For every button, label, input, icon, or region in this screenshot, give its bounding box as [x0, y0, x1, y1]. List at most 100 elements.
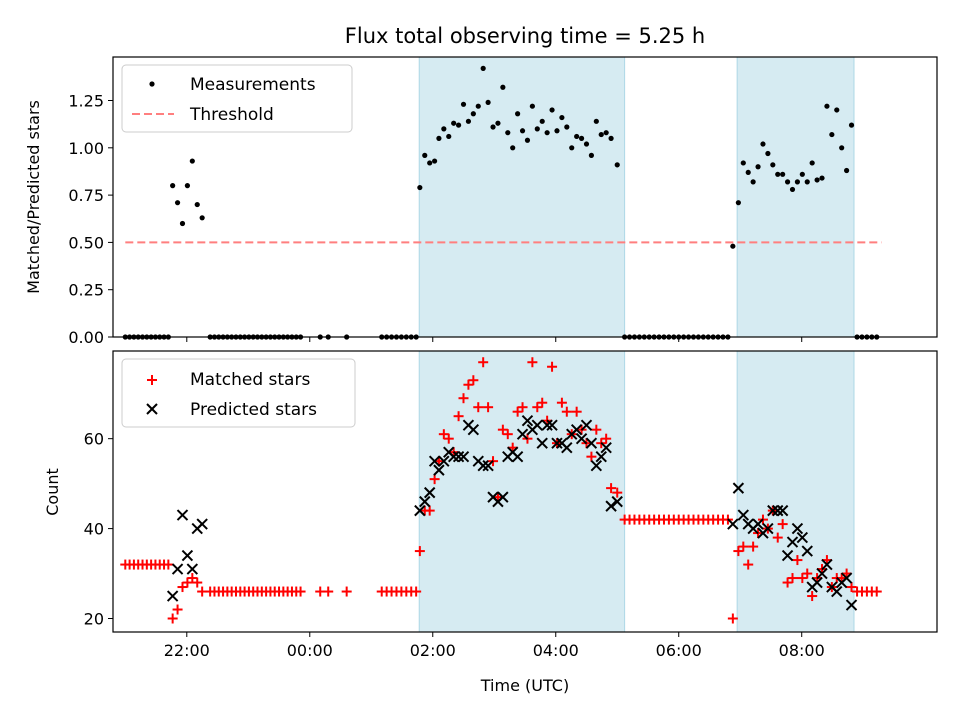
matched-star-point-138: [846, 582, 857, 593]
measurement-point-55: [436, 135, 442, 141]
matched-star-point-57: [443, 433, 454, 444]
matched-star-point-76: [537, 397, 548, 408]
matched-star-point-68: [497, 424, 508, 435]
observing-window-1: [418, 350, 626, 633]
counts-panel: 22:00 00:00 02:00 04:00 06:00 08:00 20 40 60 Co…: [43, 350, 938, 695]
measurement-point-89: [603, 130, 609, 136]
predicted-star-point-63: [801, 545, 813, 557]
measurement-point-137: [844, 167, 850, 174]
measurement-point-64: [480, 65, 486, 71]
measurement-point-76: [539, 118, 545, 124]
measurement-point-131: [814, 177, 820, 183]
matched-star-point-89: [601, 433, 612, 444]
measurement-point-12: [174, 200, 181, 206]
ratio-legend: Measurements Threshold: [121, 64, 353, 133]
measurement-point-51: [417, 184, 423, 191]
predicted-star-point-48: [727, 518, 739, 530]
measurement-point-120: [760, 141, 766, 147]
predicted-star-point-41: [580, 419, 593, 431]
ratio-panel-frame: [112, 56, 938, 338]
matched-star-point-59: [453, 411, 464, 422]
matched-star-point-83: [571, 406, 582, 417]
predicted-star-point-33: [541, 419, 553, 431]
matched-star-point-51: [414, 546, 425, 557]
predicted-star-point-57: [772, 504, 784, 517]
observing-windows-top: [418, 56, 855, 338]
predicted-star-point-50: [737, 509, 750, 521]
measurement-point-77: [544, 130, 550, 136]
predicted-star-point-11: [433, 464, 445, 476]
matched-star-point-74: [527, 357, 538, 368]
measurement-point-61: [465, 118, 472, 124]
counts-panel-x-ticks: 22:00 00:00 02:00 04:00 06:00 08:00: [164, 632, 825, 660]
measurement-point-69: [505, 130, 511, 136]
measurement-point-75: [534, 126, 540, 132]
y-tick-label-0-2: 0.50: [68, 233, 104, 252]
matched-star-point-75: [532, 402, 543, 413]
x-tick-label-2: 02:00: [410, 641, 456, 660]
matched-star-point-56: [438, 429, 449, 440]
measurement-point-17: [199, 215, 205, 221]
matched-star-point-13: [177, 582, 188, 593]
legend-label-threshold: Threshold: [189, 105, 274, 125]
y-tick-label-1-1: 40: [84, 520, 104, 539]
matched-star-point-90: [606, 483, 617, 494]
predicted-star-point-66: [816, 567, 828, 580]
matched-star-point-50: [411, 586, 422, 597]
predicted-star-point-55: [762, 522, 774, 535]
matched-star-point-129: [802, 568, 813, 579]
matched-star-point-116: [738, 541, 749, 552]
measurement-point-90: [608, 135, 614, 141]
x-tick-label-4: 06:00: [656, 641, 702, 660]
measurement-point-136: [839, 145, 845, 151]
predicted-star-point-37: [561, 441, 573, 454]
measurement-point-132: [819, 175, 825, 181]
measurement-point-114: [730, 243, 736, 249]
predicted-star-point-1: [171, 563, 184, 575]
measurement-point-59: [455, 122, 462, 128]
observing-window-2: [736, 56, 855, 338]
matched-star-point-62: [468, 375, 479, 386]
measurement-point-128: [799, 171, 805, 177]
measurement-point-65: [485, 99, 491, 106]
predicted-star-point-60: [786, 536, 799, 548]
predicted-star-point-44: [595, 450, 607, 463]
y-tick-label-0-4: 1.00: [68, 139, 104, 158]
matched-star-point-63: [473, 402, 484, 413]
chart-title: Flux total observing time = 5.25 h: [345, 24, 705, 48]
measurement-point-73: [524, 137, 531, 143]
predicted-star-point-69: [831, 585, 843, 598]
matched-star-point-72: [517, 402, 528, 413]
ratio-legend-box: [121, 64, 353, 133]
legend-label-predicted: Predicted stars: [190, 400, 317, 420]
predicted-star-points: [166, 414, 858, 611]
matched-star-point-16: [192, 577, 203, 588]
matched-star-point-114: [727, 613, 738, 624]
measurement-point-126: [789, 186, 796, 193]
measurement-point-56: [441, 126, 447, 132]
predicted-star-point-56: [767, 504, 779, 517]
matched-star-point-87: [591, 424, 602, 435]
predicted-star-point-61: [791, 522, 804, 535]
matched-star-point-10: [163, 559, 174, 570]
predicted-star-point-39: [570, 423, 583, 436]
predicted-star-point-65: [811, 576, 823, 589]
predicted-star-point-12: [438, 455, 450, 467]
measurement-point-71: [515, 111, 521, 117]
predicted-star-point-42: [585, 437, 598, 449]
predicted-star-point-24: [497, 491, 509, 503]
matched-star-point-65: [483, 402, 494, 413]
legend-marker-measurements: [149, 81, 155, 87]
predicted-star-point-67: [821, 558, 833, 571]
y-tick-label-1-2: 60: [84, 430, 104, 449]
legend-marker-predicted: [146, 403, 158, 415]
predicted-star-point-18: [467, 423, 480, 436]
measurement-point-119: [755, 164, 761, 170]
predicted-star-point-10: [428, 455, 441, 467]
measurement-point-125: [784, 179, 791, 185]
matched-star-point-125: [782, 577, 793, 588]
y-tick-label-0-5: 1.25: [68, 92, 104, 111]
measurement-point-129: [804, 179, 810, 185]
observing-window-1: [418, 56, 626, 338]
